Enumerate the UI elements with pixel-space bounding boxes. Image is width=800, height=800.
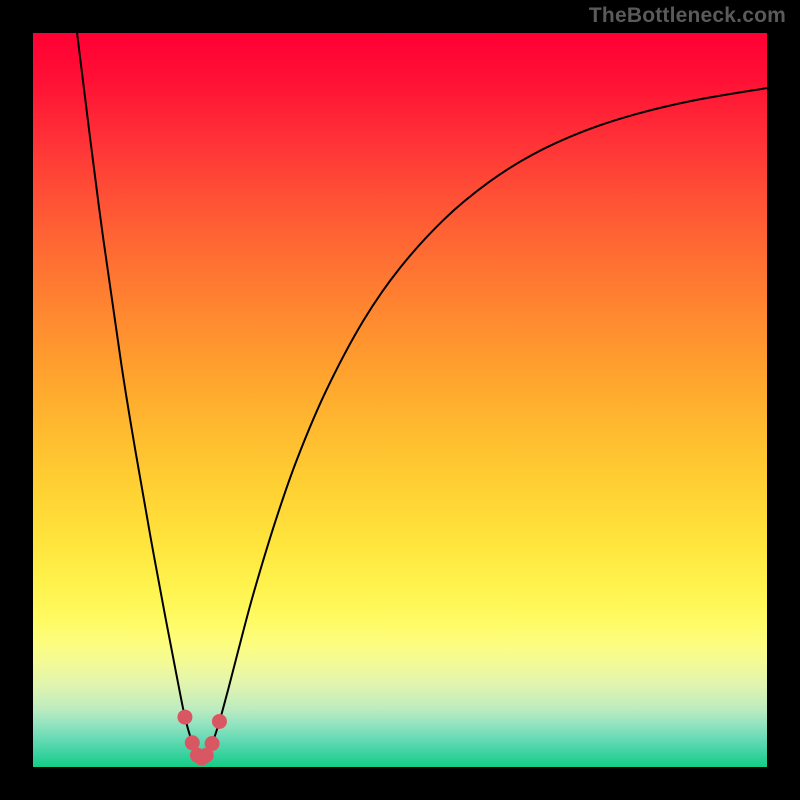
dip-marker xyxy=(177,710,192,725)
plot-area xyxy=(33,33,767,767)
watermark: TheBottleneck.com xyxy=(589,4,786,28)
dip-marker xyxy=(205,736,220,751)
curve-layer xyxy=(33,33,767,767)
dip-markers xyxy=(177,710,227,766)
dip-marker xyxy=(212,714,227,729)
bottleneck-curve xyxy=(77,33,767,758)
